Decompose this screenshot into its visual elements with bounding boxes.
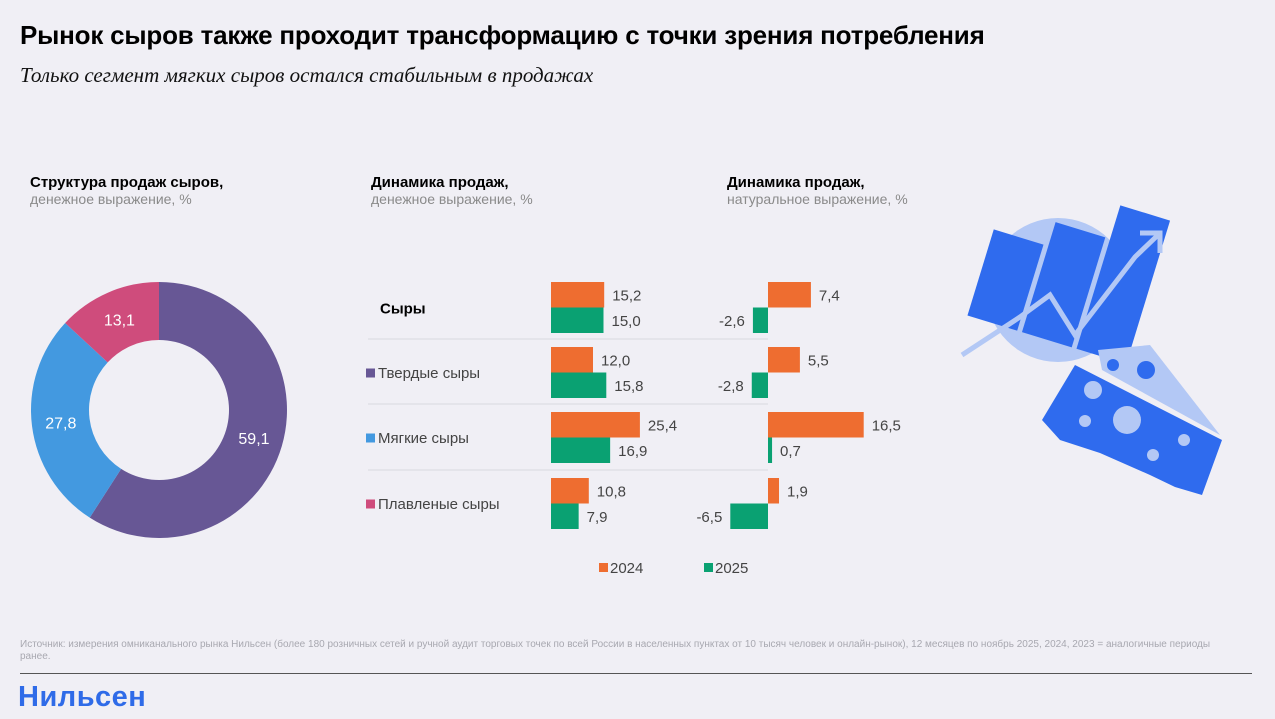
- value-chart-heading: Динамика продаж, денежное выражение, %: [371, 174, 533, 207]
- bar-2025: [551, 372, 607, 398]
- donut-chart: 59,1 27,8 13,1: [31, 282, 287, 538]
- bar-charts: Сыры Твердые сыры Мягкие сыры Плавленые сыр…: [366, 282, 901, 577]
- volume-chart-title: Динамика продаж,: [727, 174, 865, 191]
- category-marker: [366, 499, 375, 509]
- bar-data-label: 16,5: [872, 417, 901, 434]
- row-label: Плавленые сыры: [378, 496, 500, 513]
- donut-data-label: 59,1: [238, 431, 269, 448]
- illustration-bar: [967, 229, 1044, 331]
- bar-2025: [551, 503, 579, 529]
- bar-2024: [551, 412, 640, 438]
- bar-data-label: 10,8: [597, 483, 626, 500]
- bar-data-label: 7,4: [819, 287, 840, 304]
- cheese-illustration: [1042, 345, 1222, 495]
- bar-2024: [768, 478, 780, 504]
- category-marker: [366, 368, 375, 378]
- volume-chart-heading: Динамика продаж, натуральное выражение, …: [727, 174, 908, 207]
- value-chart-title: Динамика продаж,: [371, 174, 509, 191]
- bar-2024: [768, 347, 800, 373]
- donut-data-label: 27,8: [45, 415, 76, 432]
- legend-label: 2025: [715, 560, 748, 577]
- page-subtitle: Только сегмент мягких сыров остался стаб…: [20, 63, 594, 87]
- donut-data-label: 13,1: [104, 312, 135, 329]
- bar-2024: [768, 412, 864, 438]
- bar-2025: [751, 372, 768, 398]
- category-marker: [366, 433, 375, 443]
- footer-divider: [20, 673, 1252, 674]
- row-label: Сыры: [380, 301, 426, 318]
- bar-data-label: 25,4: [648, 417, 677, 434]
- bar-2025: [752, 307, 768, 333]
- illustration-bar: [1021, 222, 1106, 348]
- bar-data-label: 15,8: [614, 378, 643, 395]
- bar-2024: [551, 282, 605, 308]
- bar-2024: [551, 478, 589, 504]
- legend-label: 2024: [610, 560, 643, 577]
- bar-data-label: -6,5: [696, 509, 722, 526]
- bar-data-label: 0,7: [780, 443, 801, 460]
- bar-data-label: 16,9: [618, 443, 647, 460]
- donut-slice: [31, 322, 122, 518]
- bar-data-label: -2,6: [719, 313, 745, 330]
- bar-2025: [768, 437, 773, 463]
- donut-slice: [89, 282, 287, 538]
- donut-chart-subtitle: денежное выражение, %: [30, 191, 192, 207]
- donut-chart-heading: Структура продаж сыров, денежное выражен…: [30, 174, 223, 207]
- page-title: Рынок сыров также проходит трансформацию…: [20, 20, 985, 50]
- bar-2024: [551, 347, 593, 373]
- trend-arrow-line: [960, 233, 1160, 358]
- arrow-head-icon: [1140, 230, 1163, 253]
- donut-slice: [65, 282, 159, 363]
- volume-chart-subtitle: натуральное выражение, %: [727, 191, 908, 207]
- bar-data-label: -2,8: [718, 378, 744, 395]
- bar-data-label: 1,9: [787, 483, 808, 500]
- bar-data-label: 15,0: [612, 313, 641, 330]
- row-label: Твердые сыры: [378, 365, 480, 382]
- bar-data-label: 7,9: [587, 509, 608, 526]
- bar-data-label: 5,5: [808, 352, 829, 369]
- bar-2025: [551, 437, 611, 463]
- chart-and-cheese-icon: [960, 205, 1222, 495]
- nielsen-logo: Нильсен: [18, 681, 147, 713]
- bar-2025: [730, 503, 768, 529]
- legend-swatch-2024: [599, 563, 608, 572]
- bar-data-label: 12,0: [601, 352, 630, 369]
- bar-data-label: 15,2: [612, 287, 641, 304]
- source-footnote: Источник: измерения омниканального рынка…: [20, 639, 1211, 662]
- donut-chart-title: Структура продаж сыров,: [30, 174, 224, 191]
- legend-swatch-2025: [704, 563, 713, 572]
- value-chart-subtitle: денежное выражение, %: [371, 191, 533, 207]
- bar-2025: [551, 307, 604, 333]
- row-label: Мягкие сыры: [378, 430, 469, 447]
- bar-2024: [768, 282, 811, 308]
